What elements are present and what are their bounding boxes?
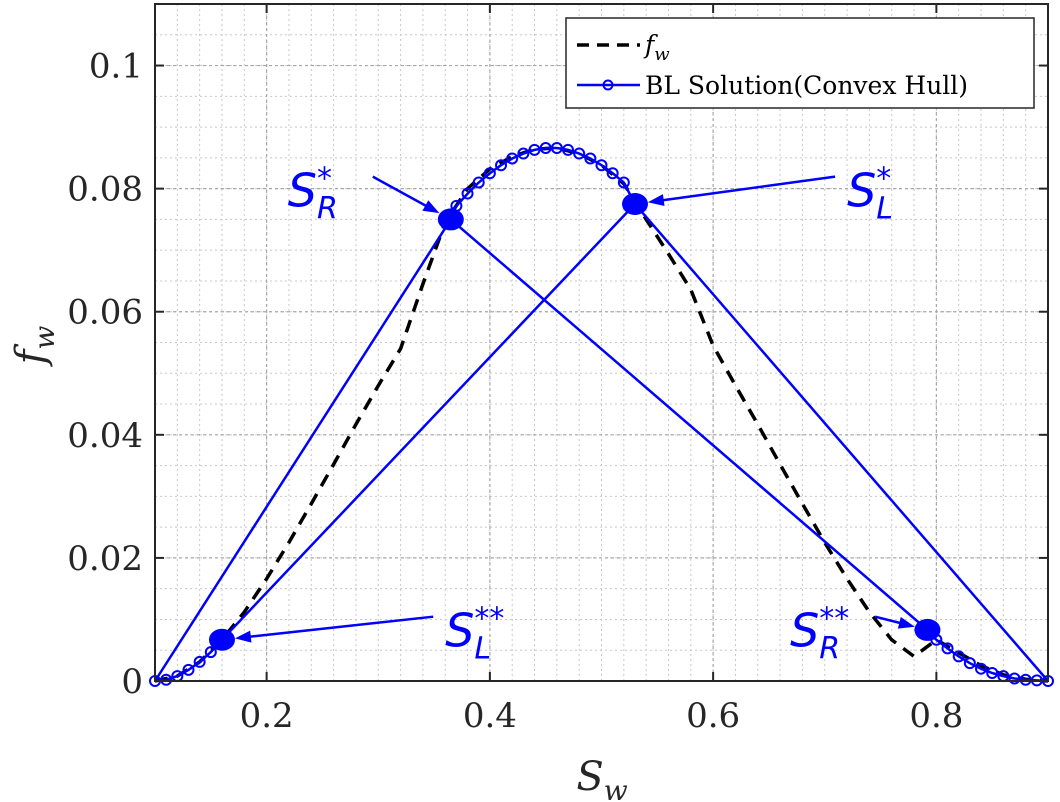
x-tick-label: 0.2	[240, 696, 294, 736]
bl-solution-marker	[584, 152, 597, 165]
x-tick-label: 0.6	[686, 696, 740, 736]
critical-point-SR_star	[437, 208, 464, 231]
y-tick-label: 0.04	[67, 416, 143, 456]
fw-dashed-line	[154, 146, 1049, 683]
bl-solution-curve	[154, 638, 223, 683]
bl-solution-marker	[160, 673, 173, 686]
bl-solution-marker	[517, 147, 530, 160]
y-axis-label-sub: w	[28, 326, 61, 350]
annotation-label-sup: **	[474, 602, 504, 637]
legend-fw-base: f	[643, 30, 658, 59]
annotation-label-base: S	[790, 604, 819, 658]
x-tick-label: 0.8	[909, 696, 963, 736]
annotation-label-sup: *	[876, 162, 891, 197]
convex-hull-line	[634, 203, 1049, 682]
x-axis-label: Sw	[576, 754, 627, 802]
legend-fw-sub: w	[654, 44, 670, 65]
annotation-label-sub: R	[317, 192, 338, 227]
bl-solution-marker	[182, 663, 195, 676]
annotation-label-SR_dstar: S** R	[790, 602, 849, 667]
y-tick-label: 0.1	[89, 47, 143, 87]
axis-ticks: 0.2 0.4 0.6 0.8 0 0.02 0.04 0.06 0.08 0.1	[67, 4, 1048, 736]
critical-point-SL_star	[621, 193, 648, 216]
bl-solution-marker	[1019, 673, 1032, 686]
bl-solution-marker	[595, 159, 608, 172]
bl-solution-marker	[562, 143, 575, 156]
bl-solution-marker	[495, 159, 508, 172]
x-axis-label-sub: w	[604, 774, 628, 802]
annotation-label-sub: R	[819, 632, 840, 667]
bl-solution-marker	[472, 176, 485, 189]
bl-solution-marker	[573, 147, 586, 160]
bl-solution-marker	[963, 657, 976, 670]
bl-solution-marker	[941, 642, 954, 655]
bl-solution-marker	[204, 646, 217, 659]
bl-solution-marker	[506, 152, 519, 165]
y-tick-label: 0	[121, 662, 143, 702]
annotation-label-sup: *	[317, 162, 332, 197]
bl-solution-marker	[461, 187, 474, 200]
y-tick-label: 0.08	[67, 170, 143, 210]
annotation-label-SL_dstar: S** L	[445, 602, 504, 667]
annotation-arrowhead-SR_dstar	[897, 616, 915, 629]
legend-bl-label: BL Solution(Convex Hull)	[645, 71, 968, 100]
convex-hull-line	[221, 203, 636, 641]
bl-solution-marker	[528, 143, 541, 156]
annotations: S* R S* LS** L S** R	[208, 162, 941, 667]
critical-point-SR_dstar	[914, 618, 941, 641]
convex-hull-line	[449, 218, 929, 631]
bl-solution-marker	[483, 167, 496, 180]
bl-solution-marker	[606, 167, 619, 180]
y-tick-label: 0.06	[67, 293, 143, 333]
annotation-label-sub: L	[474, 632, 491, 667]
annotation-arrow-SL_star	[651, 175, 836, 203]
y-tick-label: 0.02	[67, 539, 143, 579]
critical-point-SL_dstar	[208, 628, 235, 651]
annotation-arrowhead-SL_dstar	[234, 630, 252, 643]
bl-solution-marker	[617, 176, 630, 189]
legend-bl-marker	[602, 79, 614, 91]
bl-solution-marker	[1008, 672, 1021, 685]
y-axis-label: fw	[8, 326, 61, 368]
plot-frame	[154, 3, 1049, 682]
bl-solution-marker	[539, 142, 552, 155]
annotation-label-SR_star: S* R	[288, 162, 338, 227]
bl-solution-marker	[975, 662, 988, 675]
bl-solution-marker	[193, 655, 206, 668]
annotation-arrowhead-SL_star	[647, 194, 665, 207]
legend-box	[565, 17, 1035, 109]
annotation-label-base: S	[847, 164, 876, 218]
bl-solution-marker	[986, 666, 999, 679]
data-markers	[149, 142, 1054, 687]
x-axis-label-base: S	[576, 754, 603, 800]
annotation-label-SL_star: S* L	[847, 162, 893, 227]
convex-hull-line	[153, 218, 452, 682]
annotation-arrow-SL_dstar	[238, 615, 434, 640]
annotation-label-base: S	[288, 164, 317, 218]
annotation-arrowhead-SR_star	[422, 200, 440, 214]
legend-fw-label: fw	[643, 30, 670, 65]
x-tick-label: 0.4	[463, 696, 517, 736]
annotation-label-base: S	[445, 604, 474, 658]
annotation-label-sup: **	[819, 602, 849, 637]
legend: fw BL Solution(Convex Hull)	[565, 17, 1035, 109]
bl-solution-marker	[550, 142, 563, 155]
annotation-label-sub: L	[876, 192, 893, 227]
bl-solution-marker	[952, 650, 965, 663]
